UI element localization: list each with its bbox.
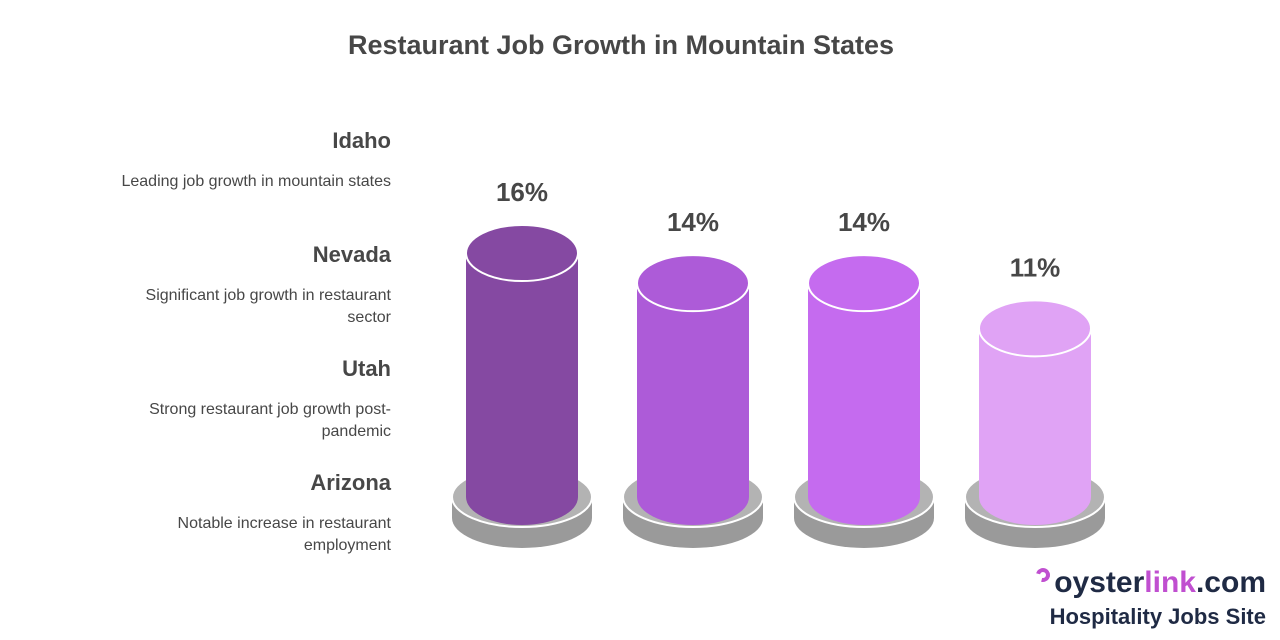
legend-state-name: Utah <box>342 356 391 381</box>
brand-name-suffix: .com <box>1195 566 1266 599</box>
bar-value-label: 16% <box>496 177 548 207</box>
legend-item-arizona: Arizona Notable increase in restaurant e… <box>120 470 391 557</box>
bar-cylinder-top <box>465 224 579 283</box>
bar-utah: 14% <box>793 207 935 548</box>
oyster-link-icon <box>1033 565 1053 585</box>
bar-arizona: 11% <box>964 252 1106 548</box>
legend-description: Significant job growth in restaurant sec… <box>145 287 391 326</box>
bar-cylinder-top <box>807 254 921 313</box>
bar-value-label: 11% <box>1010 252 1061 282</box>
bar-cylinder-top <box>636 254 750 313</box>
bar-nevada: 14% <box>622 207 764 548</box>
legend-item-nevada: Nevada Significant job growth in restaur… <box>120 242 391 329</box>
legend-state-name: Arizona <box>310 470 391 495</box>
bar-value-label: 14% <box>838 207 890 237</box>
bar-cylinder-body <box>808 283 920 497</box>
bar-idaho: 16% <box>451 177 593 548</box>
bar-cylinder-top <box>978 299 1092 358</box>
legend-description: Leading job growth in mountain states <box>121 173 391 190</box>
legend-state-name: Nevada <box>312 242 391 267</box>
bar-value-label: 14% <box>667 207 719 237</box>
bar-cylinder-body <box>466 253 578 497</box>
legend-state-name: Idaho <box>332 128 391 153</box>
brand-name: oysterlink.com <box>1033 565 1266 600</box>
legend-description: Notable increase in restaurant employmen… <box>177 515 391 554</box>
legend-item-utah: Utah Strong restaurant job growth post-p… <box>120 356 391 443</box>
brand-name-accent: link <box>1144 566 1196 599</box>
legend-description: Strong restaurant job growth post-pandem… <box>149 401 391 440</box>
bar-cylinder-body <box>637 283 749 497</box>
brand-tagline: Hospitality Jobs Site <box>1049 604 1266 629</box>
brand-name-prefix: oyster <box>1054 566 1145 599</box>
brand-logo: oysterlink.com Hospitality Jobs Site <box>1033 565 1266 630</box>
legend-item-idaho: Idaho Leading job growth in mountain sta… <box>120 128 391 193</box>
chart-title: Restaurant Job Growth in Mountain States <box>347 30 895 60</box>
